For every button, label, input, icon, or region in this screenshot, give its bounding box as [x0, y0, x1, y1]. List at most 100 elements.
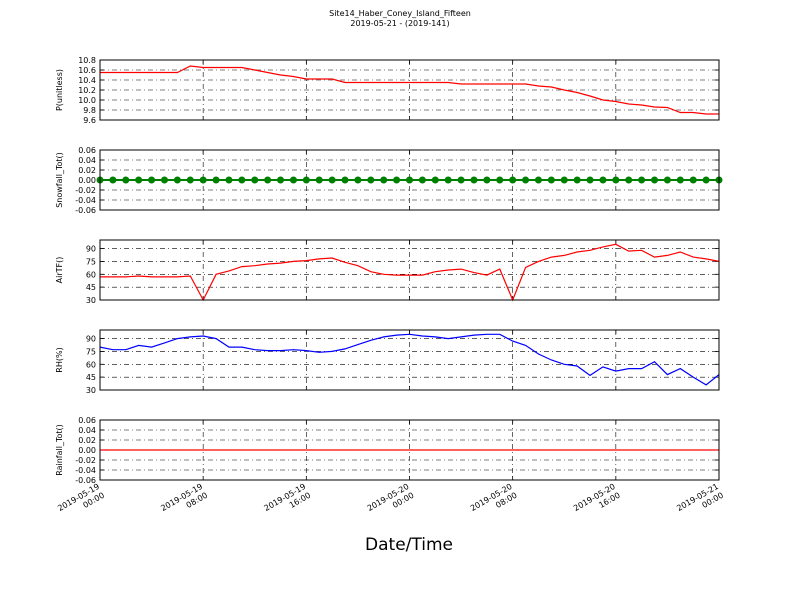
y-tick-label: 10.6: [78, 66, 96, 75]
y-tick-label: 30: [86, 296, 96, 305]
y-tick-label: 60: [86, 360, 96, 369]
axes-frame: [99, 149, 720, 211]
x-tick-label: 2019-05-1900:00: [56, 482, 106, 522]
y-tick-label: 60: [86, 270, 96, 279]
y-tick-label: 0.06: [78, 146, 96, 155]
x-axis-title: Date/Time: [365, 535, 453, 555]
y-tick-label: 0.00: [78, 176, 96, 185]
chart-title: Site14_Haber_Coney_Island_Fifteen: [329, 9, 471, 18]
data-point: [651, 176, 659, 184]
data-point: [380, 176, 388, 184]
data-point: [212, 176, 220, 184]
data-point: [354, 176, 362, 184]
data-point: [225, 176, 233, 184]
data-point: [560, 176, 568, 184]
y-axis-title: Snowfall_Tot(): [55, 152, 64, 208]
y-tick-label: 0.06: [78, 416, 96, 425]
data-point: [289, 176, 297, 184]
data-point: [186, 176, 194, 184]
data-point: [534, 176, 542, 184]
x-tick-label: 2019-05-1908:00: [159, 482, 209, 522]
y-tick-label: 0.02: [78, 436, 96, 445]
x-tick-label: 2019-05-2100:00: [675, 482, 725, 522]
y-axis-title: Rainfall_Tot(): [55, 424, 64, 476]
data-point: [277, 176, 285, 184]
data-point: [431, 176, 439, 184]
y-tick-label: 10.2: [78, 86, 96, 95]
data-point: [509, 176, 517, 184]
y-tick-label: 0.04: [78, 156, 96, 165]
y-tick-label: 90: [86, 245, 96, 254]
data-point: [160, 176, 168, 184]
y-tick-label: -0.06: [75, 206, 96, 215]
y-tick-label: 0.02: [78, 166, 96, 175]
x-tick-label: 2019-05-2016:00: [572, 482, 622, 522]
data-point: [612, 176, 620, 184]
y-tick-label: -0.02: [75, 456, 96, 465]
y-tick-label: 10.8: [78, 56, 96, 65]
data-point: [302, 176, 310, 184]
y-tick-label: -0.02: [75, 186, 96, 195]
y-tick-label: -0.04: [75, 466, 96, 475]
y-tick-label: 10.4: [78, 76, 96, 85]
data-point: [406, 176, 413, 184]
data-point: [238, 176, 246, 184]
y-tick-label: 45: [86, 283, 96, 292]
data-point: [418, 176, 426, 184]
data-point: [135, 176, 143, 184]
x-tick-label: 2019-05-2000:00: [366, 482, 416, 522]
data-point: [328, 176, 336, 184]
y-tick-label: -0.04: [75, 196, 96, 205]
y-tick-label: 9.6: [83, 116, 96, 125]
data-point: [251, 176, 259, 184]
axes-frame: [99, 59, 720, 121]
y-tick-label: 10.0: [78, 96, 96, 105]
data-point: [573, 176, 581, 184]
y-axis-title: AirTF(): [55, 257, 64, 284]
data-point: [599, 176, 607, 184]
data-point: [199, 176, 207, 184]
y-tick-label: 45: [86, 373, 96, 382]
y-axis-title: P(unitless): [55, 69, 64, 111]
data-point: [689, 176, 697, 184]
data-point: [122, 176, 130, 184]
data-point: [663, 176, 671, 184]
data-point: [367, 176, 375, 184]
data-point: [444, 176, 452, 184]
data-point: [586, 176, 594, 184]
y-tick-label: 9.8: [83, 106, 96, 115]
data-point: [496, 176, 504, 184]
data-point: [109, 176, 117, 184]
data-point: [393, 176, 401, 184]
y-tick-label: -0.06: [75, 476, 96, 485]
data-point: [470, 176, 478, 184]
x-tick-label: 2019-05-2008:00: [469, 482, 519, 522]
axes-frame: [99, 239, 720, 301]
x-tick-label: 2019-05-1916:00: [263, 482, 313, 522]
axes-frame: [99, 419, 720, 481]
y-tick-label: 90: [86, 335, 96, 344]
data-point: [173, 176, 181, 184]
data-point: [702, 176, 710, 184]
y-tick-label: 30: [86, 386, 96, 395]
y-tick-label: 75: [86, 347, 96, 356]
data-line: [100, 65, 719, 115]
y-axis-title: RH(%): [55, 347, 64, 372]
data-point: [457, 176, 465, 184]
chart-subtitle: 2019-05-21 - (2019-141): [350, 19, 449, 28]
y-tick-label: 75: [86, 257, 96, 266]
data-point: [148, 176, 156, 184]
data-point: [483, 176, 491, 184]
y-tick-label: 0.00: [78, 446, 96, 455]
data-point: [522, 176, 530, 184]
data-point: [625, 176, 633, 184]
data-point: [341, 176, 349, 184]
data-point: [676, 176, 684, 184]
axes-frame: [99, 329, 720, 391]
data-point: [264, 176, 272, 184]
y-tick-label: 0.04: [78, 426, 96, 435]
data-point: [315, 176, 323, 184]
data-line: [99, 333, 720, 386]
data-point: [638, 176, 646, 184]
